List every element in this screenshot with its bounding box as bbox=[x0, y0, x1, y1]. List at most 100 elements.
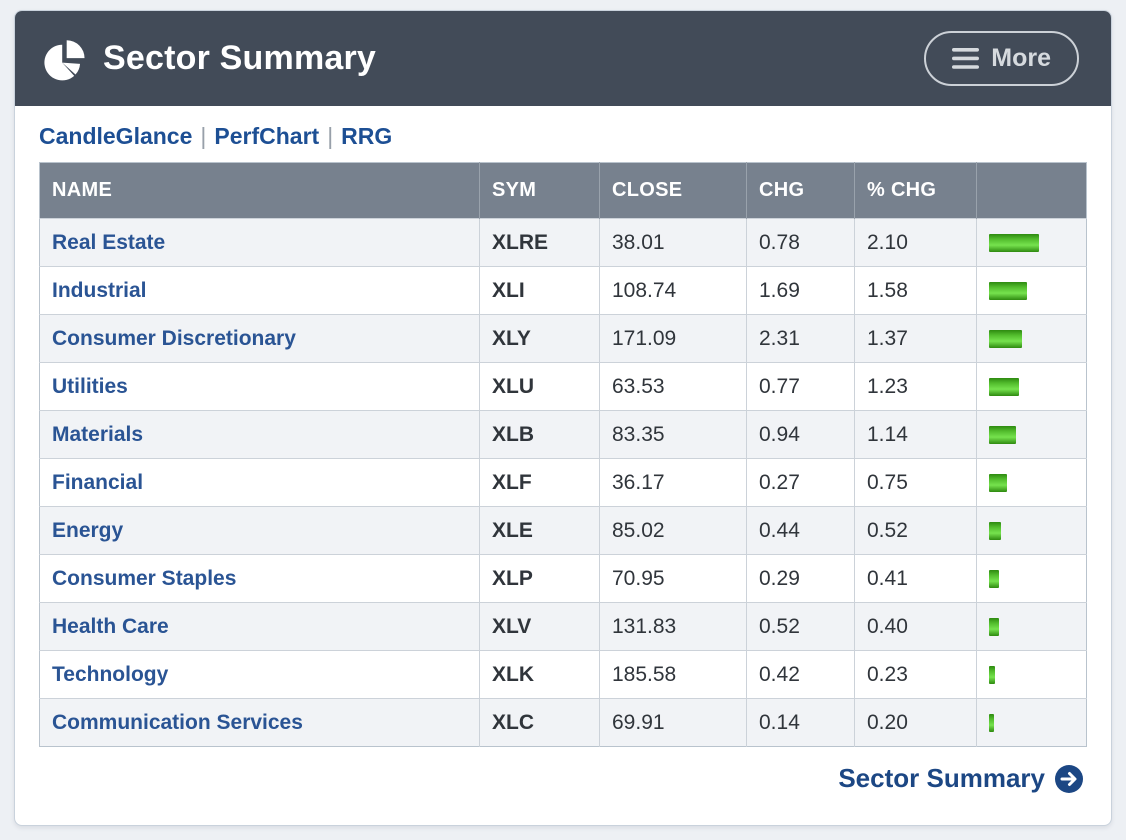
symbol-cell: XLF bbox=[479, 458, 600, 507]
pct-change-cell: 0.23 bbox=[854, 650, 977, 699]
page-title: Sector Summary bbox=[103, 39, 377, 77]
table-row: Energy XLE 85.02 0.44 0.52 bbox=[39, 506, 1087, 555]
sector-table-header: NAME SYM CLOSE CHG % CHG bbox=[39, 162, 1087, 219]
quick-links: CandleGlance | PerfChart | RRG bbox=[15, 106, 1111, 156]
change-cell: 0.27 bbox=[746, 458, 855, 507]
close-cell: 63.53 bbox=[599, 362, 747, 411]
link-candleglance[interactable]: CandleGlance bbox=[39, 123, 193, 149]
close-cell: 69.91 bbox=[599, 698, 747, 747]
table-row: Technology XLK 185.58 0.42 0.23 bbox=[39, 650, 1087, 699]
symbol-cell: XLRE bbox=[479, 218, 600, 267]
sector-link[interactable]: Health Care bbox=[52, 614, 169, 638]
sector-link[interactable]: Communication Services bbox=[52, 710, 303, 734]
change-cell: 0.78 bbox=[746, 218, 855, 267]
sector-table: NAME SYM CLOSE CHG % CHG Real Estate XLR… bbox=[39, 162, 1087, 747]
column-header-pctchg: % CHG bbox=[854, 162, 977, 219]
link-separator: | bbox=[327, 123, 334, 149]
symbol-cell: XLK bbox=[479, 650, 600, 699]
symbol-cell: XLE bbox=[479, 506, 600, 555]
column-header-sym: SYM bbox=[479, 162, 600, 219]
pct-change-bar bbox=[989, 713, 994, 732]
sector-link[interactable]: Consumer Discretionary bbox=[52, 326, 296, 350]
pct-change-bar bbox=[989, 377, 1019, 396]
close-cell: 85.02 bbox=[599, 506, 747, 555]
table-row: Consumer Discretionary XLY 171.09 2.31 1… bbox=[39, 314, 1087, 363]
pct-change-bar bbox=[989, 665, 995, 684]
arrow-right-circle-icon bbox=[1055, 764, 1083, 793]
symbol-cell: XLV bbox=[479, 602, 600, 651]
pct-change-bar bbox=[989, 233, 1039, 252]
pct-change-cell: 0.41 bbox=[854, 554, 977, 603]
pct-change-cell: 0.52 bbox=[854, 506, 977, 555]
sector-link[interactable]: Real Estate bbox=[52, 230, 166, 254]
pie-chart-icon bbox=[44, 39, 85, 80]
table-row: Health Care XLV 131.83 0.52 0.40 bbox=[39, 602, 1087, 651]
close-cell: 185.58 bbox=[599, 650, 747, 699]
table-row: Utilities XLU 63.53 0.77 1.23 bbox=[39, 362, 1087, 411]
change-cell: 0.94 bbox=[746, 410, 855, 459]
close-cell: 36.17 bbox=[599, 458, 747, 507]
symbol-cell: XLI bbox=[479, 266, 600, 315]
symbol-cell: XLU bbox=[479, 362, 600, 411]
sector-link[interactable]: Utilities bbox=[52, 374, 128, 398]
table-row: Industrial XLI 108.74 1.69 1.58 bbox=[39, 266, 1087, 315]
change-cell: 0.52 bbox=[746, 602, 855, 651]
pct-change-bar bbox=[989, 425, 1016, 444]
table-row: Real Estate XLRE 38.01 0.78 2.10 bbox=[39, 218, 1087, 267]
sector-summary-footer-link[interactable]: Sector Summary bbox=[838, 763, 1083, 794]
sector-link[interactable]: Materials bbox=[52, 422, 144, 446]
table-row: Materials XLB 83.35 0.94 1.14 bbox=[39, 410, 1087, 459]
change-cell: 1.69 bbox=[746, 266, 855, 315]
symbol-cell: XLB bbox=[479, 410, 600, 459]
table-row: Communication Services XLC 69.91 0.14 0.… bbox=[39, 698, 1087, 747]
footer-link-label: Sector Summary bbox=[838, 763, 1045, 793]
sector-link[interactable]: Technology bbox=[52, 662, 169, 686]
pct-change-cell: 1.58 bbox=[854, 266, 977, 315]
pct-change-cell: 0.20 bbox=[854, 698, 977, 747]
pct-change-cell: 2.10 bbox=[854, 218, 977, 267]
pct-change-bar bbox=[989, 281, 1027, 300]
pct-change-bar bbox=[989, 617, 999, 636]
symbol-cell: XLY bbox=[479, 314, 600, 363]
table-row: Financial XLF 36.17 0.27 0.75 bbox=[39, 458, 1087, 507]
more-button[interactable]: More bbox=[924, 31, 1079, 86]
sector-link[interactable]: Consumer Staples bbox=[52, 566, 237, 590]
pct-change-cell: 1.23 bbox=[854, 362, 977, 411]
more-button-label: More bbox=[991, 44, 1051, 72]
column-header-name: NAME bbox=[39, 162, 480, 219]
hamburger-icon bbox=[952, 48, 980, 69]
column-header-chg: CHG bbox=[746, 162, 855, 219]
column-header-close: CLOSE bbox=[599, 162, 747, 219]
widget-header: Sector Summary More bbox=[15, 11, 1111, 106]
widget-footer: Sector Summary bbox=[15, 747, 1111, 794]
change-cell: 0.44 bbox=[746, 506, 855, 555]
pct-change-cell: 1.37 bbox=[854, 314, 977, 363]
pct-change-cell: 0.75 bbox=[854, 458, 977, 507]
change-cell: 0.14 bbox=[746, 698, 855, 747]
sector-link[interactable]: Energy bbox=[52, 518, 124, 542]
pct-change-bar bbox=[989, 569, 999, 588]
pct-change-cell: 0.40 bbox=[854, 602, 977, 651]
close-cell: 38.01 bbox=[599, 218, 747, 267]
sector-link[interactable]: Industrial bbox=[52, 278, 147, 302]
close-cell: 108.74 bbox=[599, 266, 747, 315]
link-rrg[interactable]: RRG bbox=[341, 123, 393, 149]
table-row: Consumer Staples XLP 70.95 0.29 0.41 bbox=[39, 554, 1087, 603]
change-cell: 0.77 bbox=[746, 362, 855, 411]
close-cell: 131.83 bbox=[599, 602, 747, 651]
link-perfchart[interactable]: PerfChart bbox=[214, 123, 320, 149]
sector-link[interactable]: Financial bbox=[52, 470, 144, 494]
pct-change-cell: 1.14 bbox=[854, 410, 977, 459]
link-separator: | bbox=[200, 123, 207, 149]
pct-change-bar bbox=[989, 329, 1022, 348]
sector-table-body: Real Estate XLRE 38.01 0.78 2.10 Industr… bbox=[39, 218, 1087, 747]
symbol-cell: XLP bbox=[479, 554, 600, 603]
sector-summary-widget: Sector Summary More CandleGlance | PerfCha… bbox=[14, 10, 1112, 826]
change-cell: 0.29 bbox=[746, 554, 855, 603]
change-cell: 0.42 bbox=[746, 650, 855, 699]
close-cell: 70.95 bbox=[599, 554, 747, 603]
change-cell: 2.31 bbox=[746, 314, 855, 363]
symbol-cell: XLC bbox=[479, 698, 600, 747]
pct-change-bar bbox=[989, 473, 1007, 492]
column-header-bar bbox=[976, 162, 1087, 219]
